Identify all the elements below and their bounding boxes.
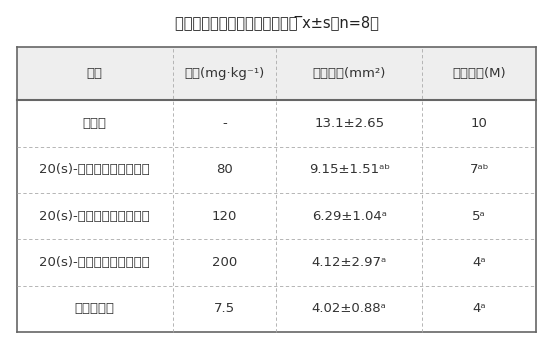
Text: 13.1±2.65: 13.1±2.65 <box>314 117 384 130</box>
Text: 10: 10 <box>471 117 488 130</box>
Text: 7ᵃᵇ: 7ᵃᵇ <box>469 163 489 176</box>
Text: 4ᵃ: 4ᵃ <box>472 256 486 269</box>
Text: 20(s)-原人参二醇低剂量组: 20(s)-原人参二醇低剂量组 <box>39 163 150 176</box>
Text: 20(s)-原人参二醇中剂量组: 20(s)-原人参二醇中剂量组 <box>39 210 150 223</box>
Bar <box>17 47 536 100</box>
Text: 7.5: 7.5 <box>214 302 235 316</box>
Text: 200: 200 <box>212 256 237 269</box>
Text: 6.29±1.04ᵃ: 6.29±1.04ᵃ <box>312 210 387 223</box>
Text: 溃疡面积(mm²): 溃疡面积(mm²) <box>312 67 386 80</box>
Text: 对照组: 对照组 <box>82 117 107 130</box>
Text: 法莫替丁组: 法莫替丁组 <box>75 302 114 316</box>
Text: 剂量(mg·kg⁻¹): 剂量(mg·kg⁻¹) <box>184 67 265 80</box>
Text: 各组溃疡指数、溃疡面积比较（ ̅x±s，n=8）: 各组溃疡指数、溃疡面积比较（ ̅x±s，n=8） <box>175 16 378 30</box>
Text: 80: 80 <box>216 163 233 176</box>
Text: 20(s)-原人参二醇高剂量组: 20(s)-原人参二醇高剂量组 <box>39 256 150 269</box>
Text: 溃疡指数(M): 溃疡指数(M) <box>452 67 506 80</box>
Text: -: - <box>222 117 227 130</box>
Text: 4.02±0.88ᵃ: 4.02±0.88ᵃ <box>312 302 387 316</box>
Text: 5ᵃ: 5ᵃ <box>472 210 486 223</box>
Text: 组别: 组别 <box>87 67 102 80</box>
Text: 4.12±2.97ᵃ: 4.12±2.97ᵃ <box>312 256 387 269</box>
Text: 4ᵃ: 4ᵃ <box>472 302 486 316</box>
Text: 9.15±1.51ᵃᵇ: 9.15±1.51ᵃᵇ <box>309 163 390 176</box>
Text: 120: 120 <box>212 210 237 223</box>
